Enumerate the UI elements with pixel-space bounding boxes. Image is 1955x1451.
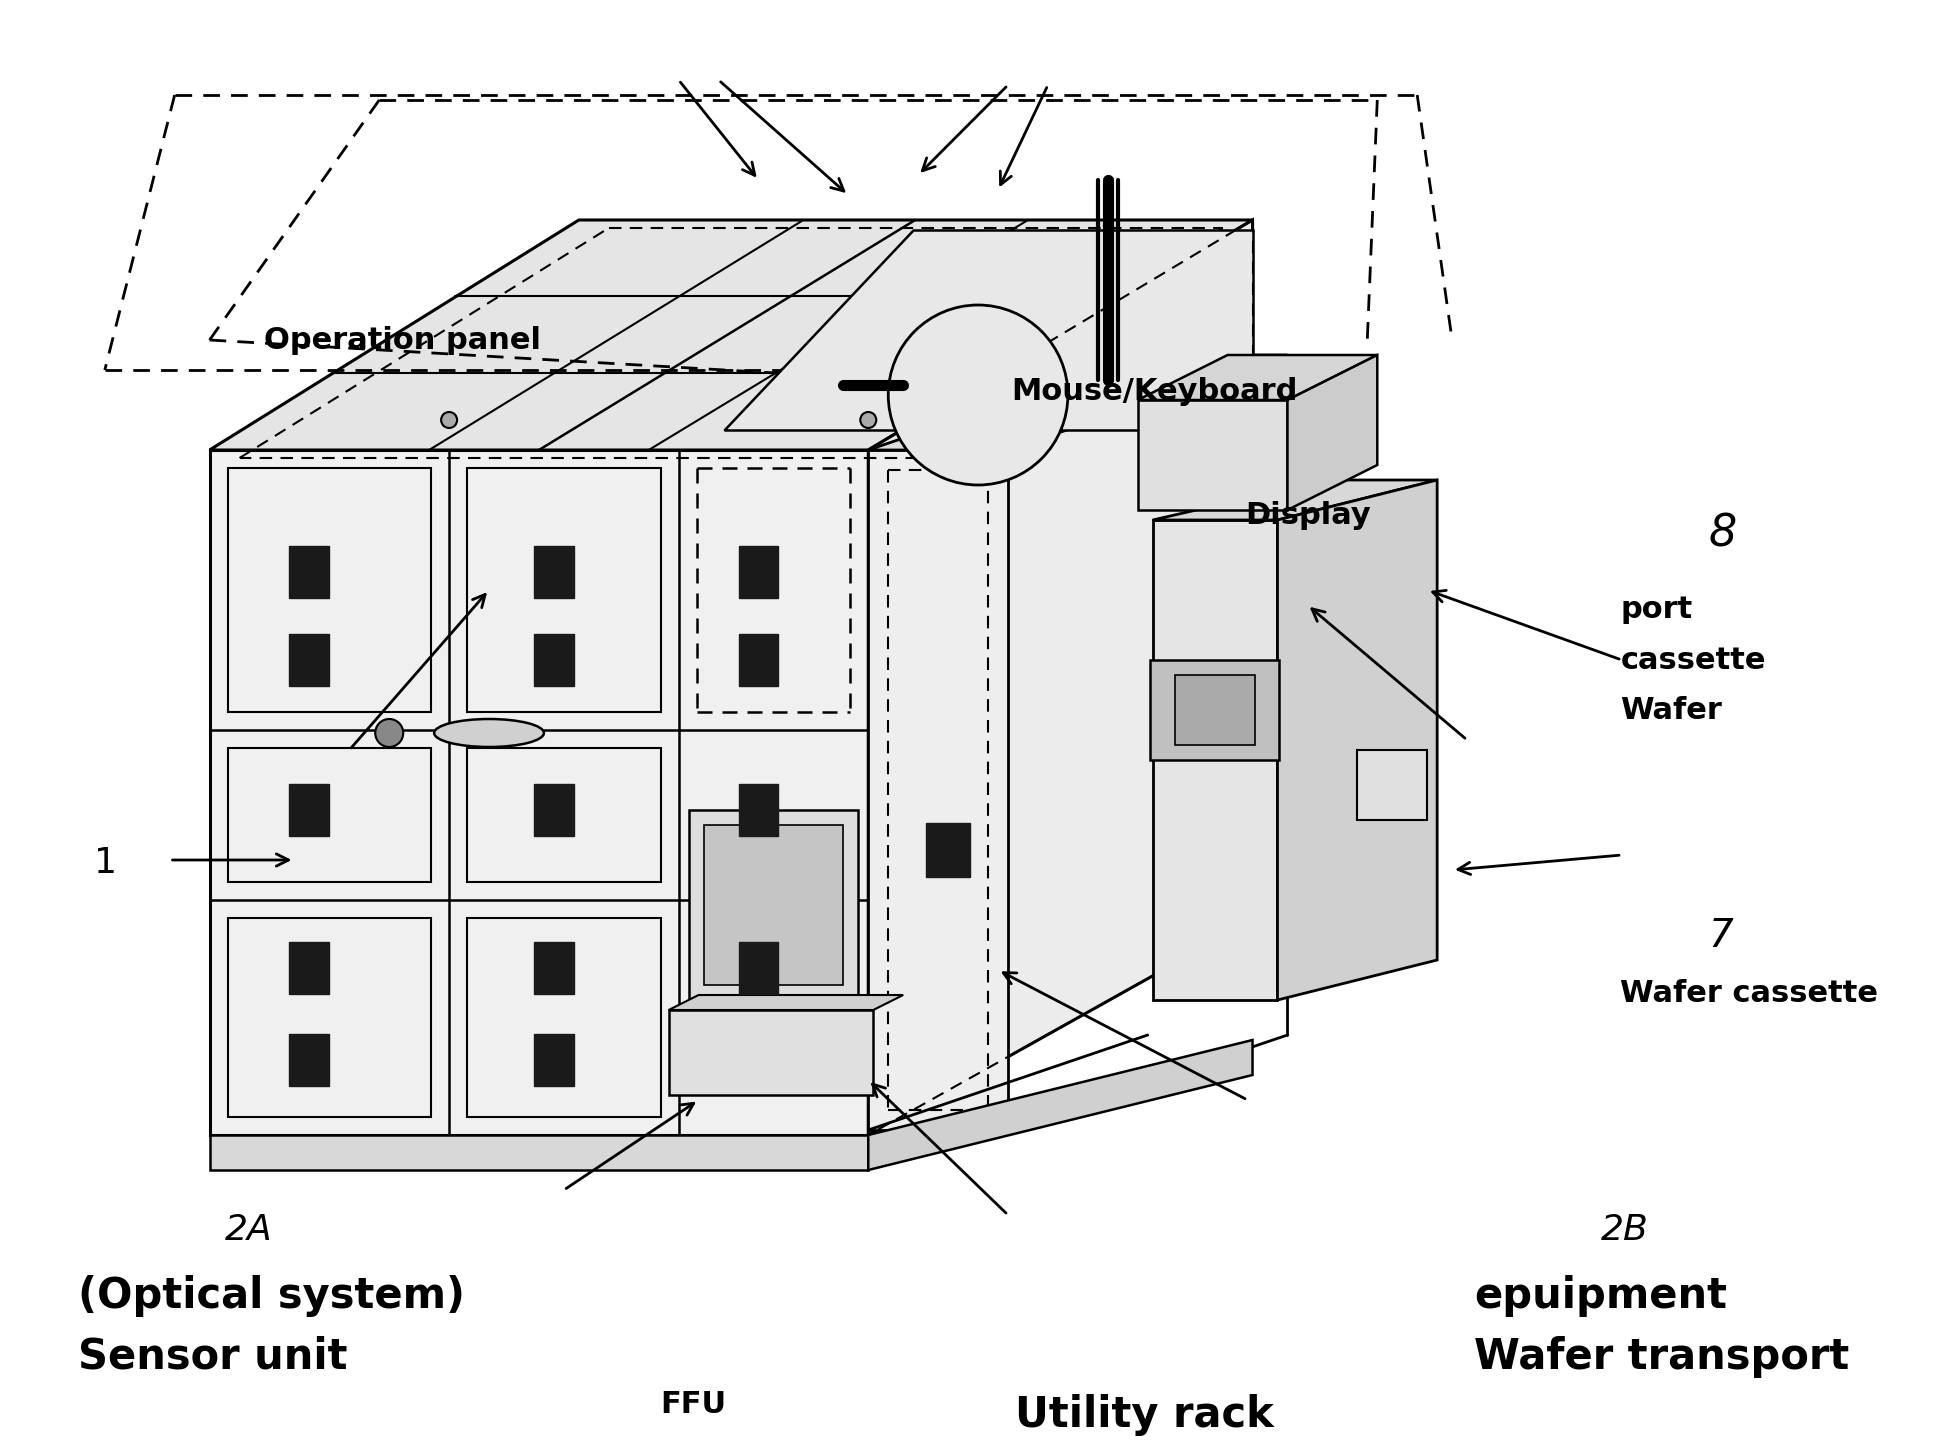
Polygon shape (289, 634, 328, 686)
Polygon shape (467, 749, 661, 882)
Text: cassette: cassette (1619, 646, 1765, 675)
Polygon shape (227, 918, 430, 1117)
Text: Sensor unit: Sensor unit (78, 1336, 348, 1377)
Polygon shape (1286, 355, 1376, 509)
Polygon shape (289, 1035, 328, 1085)
Text: 8: 8 (1707, 512, 1736, 556)
Circle shape (888, 305, 1067, 485)
Polygon shape (1151, 480, 1437, 519)
Text: FFU: FFU (659, 1390, 725, 1419)
Polygon shape (723, 231, 1251, 429)
Text: (Optical system): (Optical system) (78, 1275, 465, 1316)
Polygon shape (868, 221, 1251, 1135)
Text: 7: 7 (1707, 917, 1732, 955)
Polygon shape (209, 450, 868, 1135)
Polygon shape (209, 221, 1251, 450)
Polygon shape (227, 749, 430, 882)
Text: Utility rack: Utility rack (1015, 1394, 1273, 1435)
Text: Display: Display (1245, 501, 1370, 530)
Polygon shape (868, 355, 1286, 450)
Polygon shape (534, 1035, 573, 1085)
Polygon shape (1138, 400, 1286, 509)
Text: 2A: 2A (225, 1213, 272, 1248)
Polygon shape (1357, 750, 1427, 820)
Polygon shape (669, 1010, 872, 1096)
Ellipse shape (434, 720, 543, 747)
Polygon shape (227, 469, 430, 712)
Polygon shape (534, 942, 573, 994)
Text: Operation panel: Operation panel (264, 326, 540, 355)
Polygon shape (868, 450, 1007, 1130)
Text: port: port (1619, 595, 1691, 624)
Polygon shape (1138, 355, 1376, 400)
Polygon shape (1150, 660, 1279, 760)
Polygon shape (1277, 480, 1437, 1000)
Polygon shape (868, 1040, 1251, 1170)
Polygon shape (1151, 519, 1277, 1000)
Polygon shape (739, 634, 778, 686)
Circle shape (860, 412, 876, 428)
Polygon shape (669, 995, 903, 1010)
Polygon shape (534, 784, 573, 836)
Polygon shape (739, 942, 778, 994)
Polygon shape (739, 546, 778, 598)
Polygon shape (739, 784, 778, 836)
Text: Wafer transport: Wafer transport (1474, 1336, 1847, 1377)
Polygon shape (209, 1135, 868, 1170)
Polygon shape (688, 810, 858, 1000)
Text: Wafer: Wafer (1619, 696, 1720, 726)
Text: 1: 1 (94, 846, 117, 881)
Polygon shape (534, 634, 573, 686)
Text: Wafer cassette: Wafer cassette (1619, 979, 1877, 1008)
Polygon shape (467, 469, 661, 712)
Text: epuipment: epuipment (1474, 1275, 1726, 1316)
Polygon shape (1175, 675, 1253, 744)
Polygon shape (289, 784, 328, 836)
Polygon shape (467, 918, 661, 1117)
Circle shape (442, 412, 457, 428)
Polygon shape (289, 546, 328, 598)
Polygon shape (704, 826, 843, 985)
Circle shape (375, 720, 403, 747)
Text: 2B: 2B (1599, 1213, 1648, 1248)
Polygon shape (927, 823, 970, 876)
Polygon shape (534, 546, 573, 598)
Text: Mouse/Keyboard: Mouse/Keyboard (1011, 377, 1296, 406)
Polygon shape (289, 942, 328, 994)
